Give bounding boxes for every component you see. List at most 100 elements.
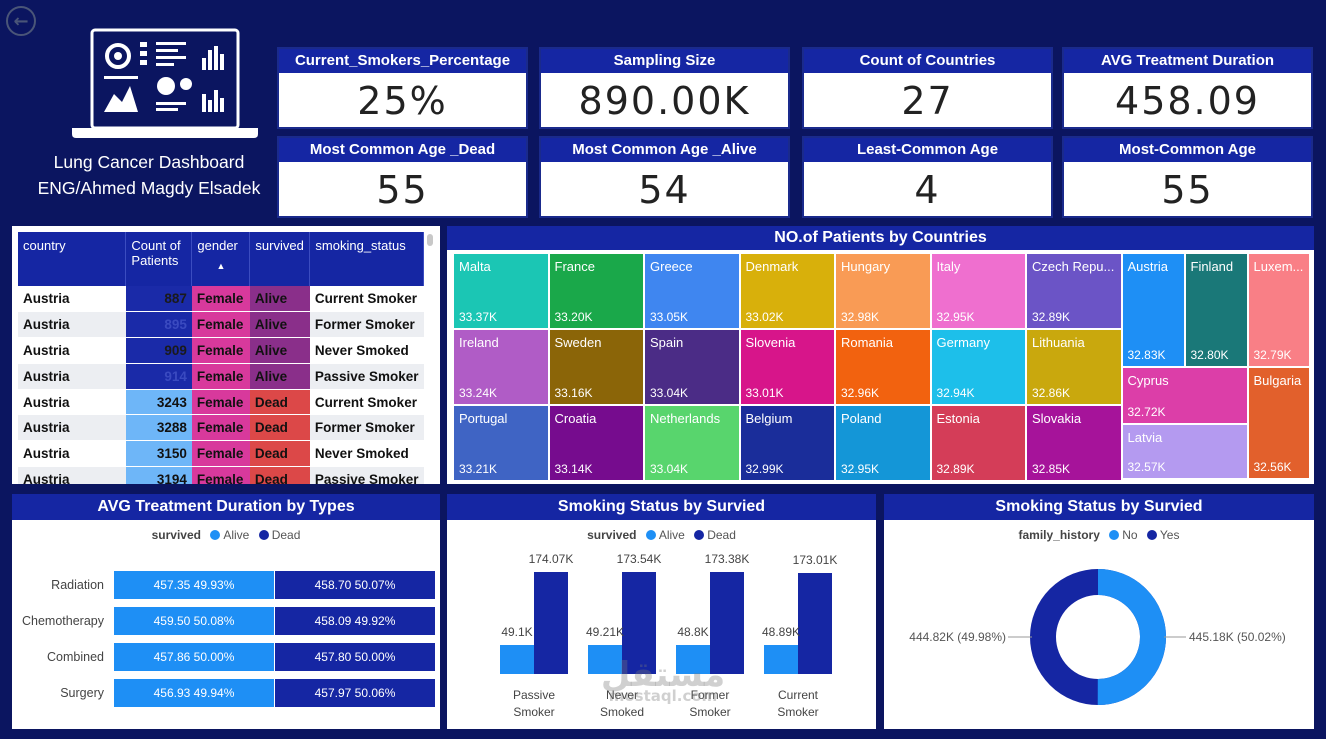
table-row[interactable]: Austria 909 Female Alive Never Smoked — [18, 337, 424, 364]
treemap-tile[interactable]: Netherlands 33.04K — [644, 405, 740, 481]
treemap-tile[interactable]: Lithuania 32.86K — [1026, 329, 1122, 405]
bar-dead[interactable]: 457.80 50.00% — [275, 643, 435, 671]
legend-dead: Dead — [707, 528, 736, 542]
back-button[interactable]: ← — [6, 6, 36, 36]
kpi-card-current-smokers: Current_Smokers_Percentage 25% — [277, 47, 528, 129]
column-header-country[interactable]: country — [18, 232, 127, 286]
table-row[interactable]: Austria 3288 Female Dead Former Smoker — [18, 414, 424, 442]
treemap-tile-label: Malta — [459, 259, 491, 274]
cell-country: Austria — [18, 440, 126, 468]
treemap-tile[interactable]: Malta 33.37K — [453, 253, 549, 329]
legend-no: No — [1122, 528, 1138, 542]
treemap-tile-label: Slovenia — [745, 335, 796, 350]
treemap-tile[interactable]: Belgium 32.99K — [739, 405, 835, 481]
column-dead[interactable] — [534, 572, 568, 674]
treemap-tile-label: Greece — [650, 259, 693, 274]
table-row[interactable]: Austria 887 Female Alive Current Smoker — [18, 286, 424, 313]
treemap-tile[interactable]: Denmark 33.02K — [739, 253, 835, 329]
table-scrollbar[interactable] — [427, 234, 433, 246]
bar-category-label: Chemotherapy — [22, 614, 104, 628]
column-alive[interactable] — [500, 645, 534, 674]
cell-survived: Alive — [249, 363, 310, 390]
column-header-count[interactable]: Count of Patients — [125, 232, 193, 286]
treemap-tile[interactable]: Cyprus 32.72K — [1121, 367, 1248, 424]
bar-category-label: Surgery — [60, 686, 104, 700]
table-row[interactable]: Austria 895 Female Alive Former Smoker — [18, 311, 424, 339]
column-header-smoking-status[interactable]: smoking_status — [309, 232, 424, 286]
smoking-chart-legend: survived Alive Dead — [447, 528, 876, 542]
column-dead-label: 174.07K — [528, 552, 574, 566]
treemap-tile-value: 32.98K — [841, 310, 880, 324]
treemap-tile[interactable]: Poland 32.95K — [835, 405, 931, 481]
bar-dead[interactable]: 457.97 50.06% — [275, 679, 435, 707]
dashboard-title-line1: Lung Cancer Dashboard — [53, 152, 245, 172]
treemap-tile[interactable]: Bulgaria 32.56K — [1247, 367, 1310, 479]
treemap-tile-label: Italy — [936, 259, 961, 274]
column-header-gender[interactable]: gender ▲ — [191, 232, 251, 286]
treemap-tile[interactable]: Romania 32.96K — [835, 329, 931, 405]
kpi-value: 27 — [901, 79, 954, 123]
treemap-tile[interactable]: Greece 33.05K — [644, 253, 740, 329]
cell-survived: Alive — [249, 286, 310, 313]
table-row[interactable]: Austria 3150 Female Dead Never Smoked — [18, 440, 424, 468]
column-header-survived[interactable]: survived — [249, 232, 311, 286]
cell-country: Austria — [18, 337, 126, 364]
cell-survived: Alive — [249, 337, 310, 364]
bar-category-label: Radiation — [51, 578, 104, 592]
treemap-tile-value: 32.85K — [1032, 462, 1071, 476]
column-dead[interactable] — [798, 572, 832, 674]
treemap-tile-value: 33.01K — [745, 386, 784, 400]
bar-dead[interactable]: 458.09 49.92% — [275, 607, 435, 635]
treemap-tile[interactable]: France 33.20K — [548, 253, 644, 329]
treemap-tile-value: 32.89K — [936, 462, 975, 476]
treemap-tile[interactable]: Spain 33.04K — [644, 329, 740, 405]
column-alive[interactable] — [588, 645, 622, 674]
treemap-tile-label: Hungary — [841, 259, 891, 274]
kpi-value: 55 — [1161, 168, 1214, 212]
patients-table-panel: country Count of Patients gender ▲ survi… — [12, 226, 440, 484]
treemap-tile[interactable]: Sweden 33.16K — [548, 329, 644, 405]
treemap-tile-label: Lithuania — [1032, 335, 1085, 350]
bar-alive[interactable]: 456.93 49.94% — [114, 679, 274, 707]
kpi-card-least-common-age: Least-Common Age 4 — [802, 136, 1053, 218]
treemap-tile[interactable]: Finland 32.80K — [1184, 253, 1248, 367]
legend-dot-dead — [694, 530, 705, 540]
column-alive[interactable] — [764, 645, 798, 674]
column-alive[interactable] — [676, 645, 710, 674]
column-dead[interactable] — [622, 572, 656, 674]
table-row[interactable]: Austria 3243 Female Dead Current Smoker — [18, 389, 424, 416]
donut-slice-no[interactable] — [1030, 569, 1166, 705]
treemap-tile[interactable]: Portugal 33.21K — [453, 405, 549, 481]
treemap-tile[interactable]: Ireland 33.24K — [453, 329, 549, 405]
treemap-tile-label: Slovakia — [1032, 411, 1082, 426]
treemap-tile[interactable]: Germany 32.94K — [930, 329, 1026, 405]
kpi-card-sampling-size: Sampling Size 890.00K — [539, 47, 790, 129]
kpi-card-avg-treatment: AVG Treatment Duration 458.09 — [1062, 47, 1313, 129]
treemap-tile[interactable]: Hungary 32.98K — [835, 253, 931, 329]
treemap-tile[interactable]: Slovenia 33.01K — [739, 329, 835, 405]
treemap-tile-value: 33.21K — [459, 462, 498, 476]
treemap-tile-label: Finland — [1190, 259, 1234, 274]
bar-alive[interactable]: 457.35 49.93% — [114, 571, 274, 599]
legend-title: survived — [151, 528, 201, 542]
treemap-tile[interactable]: Italy 32.95K — [930, 253, 1026, 329]
bar-alive[interactable]: 459.50 50.08% — [114, 607, 274, 635]
cell-count: 3194 — [125, 466, 192, 484]
kpi-label: Most-Common Age — [1064, 138, 1311, 162]
bar-dead[interactable]: 458.70 50.07% — [275, 571, 435, 599]
treemap-tile[interactable]: Luxem... 32.79K — [1247, 253, 1310, 367]
cell-count: 3150 — [125, 440, 192, 468]
treemap-tile[interactable]: Latvia 32.57K — [1121, 424, 1248, 479]
donut-label-yes: 444.82K (49.98%) — [909, 630, 1006, 644]
bar-alive[interactable]: 457.86 50.00% — [114, 643, 274, 671]
treemap-tile[interactable]: Estonia 32.89K — [930, 405, 1026, 481]
column-dead[interactable] — [710, 572, 744, 674]
treemap-tile[interactable]: Czech Repu... 32.89K — [1026, 253, 1122, 329]
cell-gender: Female — [191, 414, 250, 442]
treemap-tile[interactable]: Croatia 33.14K — [548, 405, 644, 481]
table-row[interactable]: Austria 3194 Female Dead Passive Smoker — [18, 466, 424, 484]
treemap-tile-label: Bulgaria — [1253, 373, 1302, 388]
treemap-tile[interactable]: Slovakia 32.85K — [1026, 405, 1122, 481]
table-row[interactable]: Austria 914 Female Alive Passive Smoker — [18, 363, 424, 390]
treemap-tile[interactable]: Austria 32.83K — [1121, 253, 1185, 367]
